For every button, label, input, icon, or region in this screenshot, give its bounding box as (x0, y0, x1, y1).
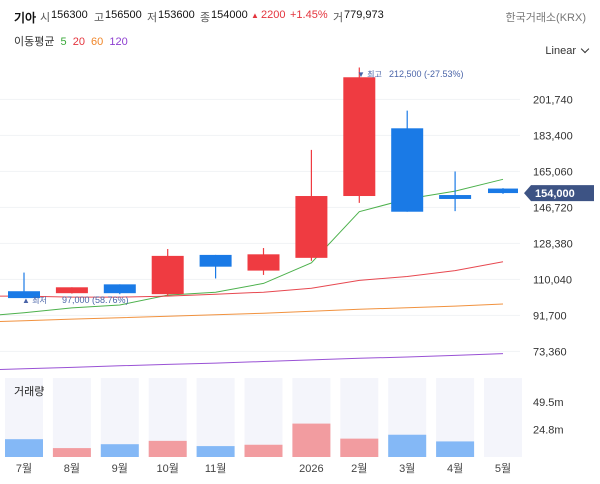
stock-name: 기아 (14, 11, 37, 25)
y-tick-label: 146,720 (533, 202, 573, 214)
open-value: 156300 (51, 9, 88, 21)
volume-y-tick-label: 24.8m (533, 424, 564, 436)
volume-title: 거래량 (14, 385, 44, 398)
low-label: 저 (147, 12, 158, 24)
chevron-down-icon (580, 44, 590, 54)
quote-header: 기아 시 156300 고 156500 저 153600 종 154000 ▲… (0, 0, 600, 30)
change-value: 2200 (261, 9, 286, 21)
volume-panel-column (52, 378, 91, 457)
high-label: 고 (94, 12, 105, 24)
min-marker-label: ▲ 최저 (22, 295, 47, 305)
candle-body (103, 284, 136, 294)
y-tick-label: 183,400 (533, 130, 573, 142)
volume-bar (5, 439, 43, 457)
x-tick-label: 2월 (351, 462, 367, 475)
candle-body (439, 195, 472, 199)
y-tick-label: 91,700 (533, 310, 567, 322)
x-tick-label: 5월 (495, 462, 511, 475)
y-tick-label: 165,060 (533, 166, 573, 178)
ma-legend-20: 20 (72, 36, 85, 48)
change-percent: +1.45% (290, 9, 328, 21)
x-tick-label: 2026 (299, 463, 323, 475)
x-tick-label: 11월 (205, 462, 227, 475)
x-tick-label: 7월 (16, 462, 32, 475)
candle-body (55, 287, 88, 294)
volume-bar (100, 444, 139, 457)
open-label: 시 (40, 12, 51, 24)
volume-panel-column (100, 378, 139, 457)
scale-mode-label: Linear (545, 45, 576, 57)
ma-legend-title: 이동평균 (14, 36, 55, 48)
max-marker-value: 212,500 (-27.53%) (389, 69, 464, 79)
y-tick-label: 128,380 (533, 238, 573, 250)
volume-bar (388, 434, 427, 457)
scale-mode-dropdown[interactable]: Linear (545, 44, 590, 57)
volume-bar (244, 444, 283, 457)
volume-label: 거 (333, 12, 344, 24)
volume-bar (196, 446, 235, 457)
volume-bar (436, 441, 475, 457)
ma-line-120 (0, 353, 504, 371)
ma-legend-120: 120 (109, 36, 128, 48)
ma-line-20 (0, 261, 504, 298)
ma-legend-5: 5 (60, 36, 67, 48)
x-tick-label: 9월 (112, 462, 128, 475)
ma-line-60 (0, 303, 504, 322)
volume-bar (292, 423, 331, 457)
exchange-name: 한국거래소(KRX) (505, 12, 586, 24)
x-tick-label: 10월 (157, 462, 179, 475)
close-label: 종 (200, 12, 211, 24)
y-tick-label: 73,360 (533, 346, 567, 358)
min-marker-value: 97,000 (58.76%) (62, 295, 129, 305)
current-price-tag (524, 185, 594, 202)
x-tick-label: 3월 (399, 462, 415, 475)
close-value: 154000 (211, 9, 248, 21)
x-tick-label: 4월 (447, 462, 463, 475)
candle-body (391, 128, 424, 212)
low-value: 153600 (158, 9, 195, 21)
volume-panel-column (244, 378, 283, 457)
volume-panel-column (196, 378, 235, 457)
volume-bar (148, 440, 187, 457)
y-tick-label: 110,040 (533, 274, 572, 286)
candle-body (247, 254, 280, 271)
volume-bar (52, 448, 91, 457)
volume-value: 779,973 (344, 9, 384, 21)
current-price-label: 154,000 (535, 188, 575, 200)
volume-panel-column (484, 378, 522, 457)
max-marker-label: ▼ 최고 (357, 69, 382, 79)
candle-body (343, 77, 376, 197)
candle-body (295, 196, 328, 258)
moving-average-legend[interactable]: 이동평균 5 20 60 120 (14, 33, 131, 49)
high-value: 156500 (105, 9, 142, 21)
ma-legend-60: 60 (91, 36, 104, 48)
candle-body (199, 254, 232, 267)
candle-body (8, 291, 40, 299)
volume-y-tick-label: 49.5m (533, 397, 564, 409)
change-arrow-icon: ▲ (251, 11, 259, 20)
candle-body (488, 188, 518, 194)
volume-bar (340, 438, 379, 457)
y-tick-label: 201,740 (533, 94, 573, 106)
candle-body (151, 255, 184, 295)
x-tick-label: 8월 (64, 462, 80, 475)
